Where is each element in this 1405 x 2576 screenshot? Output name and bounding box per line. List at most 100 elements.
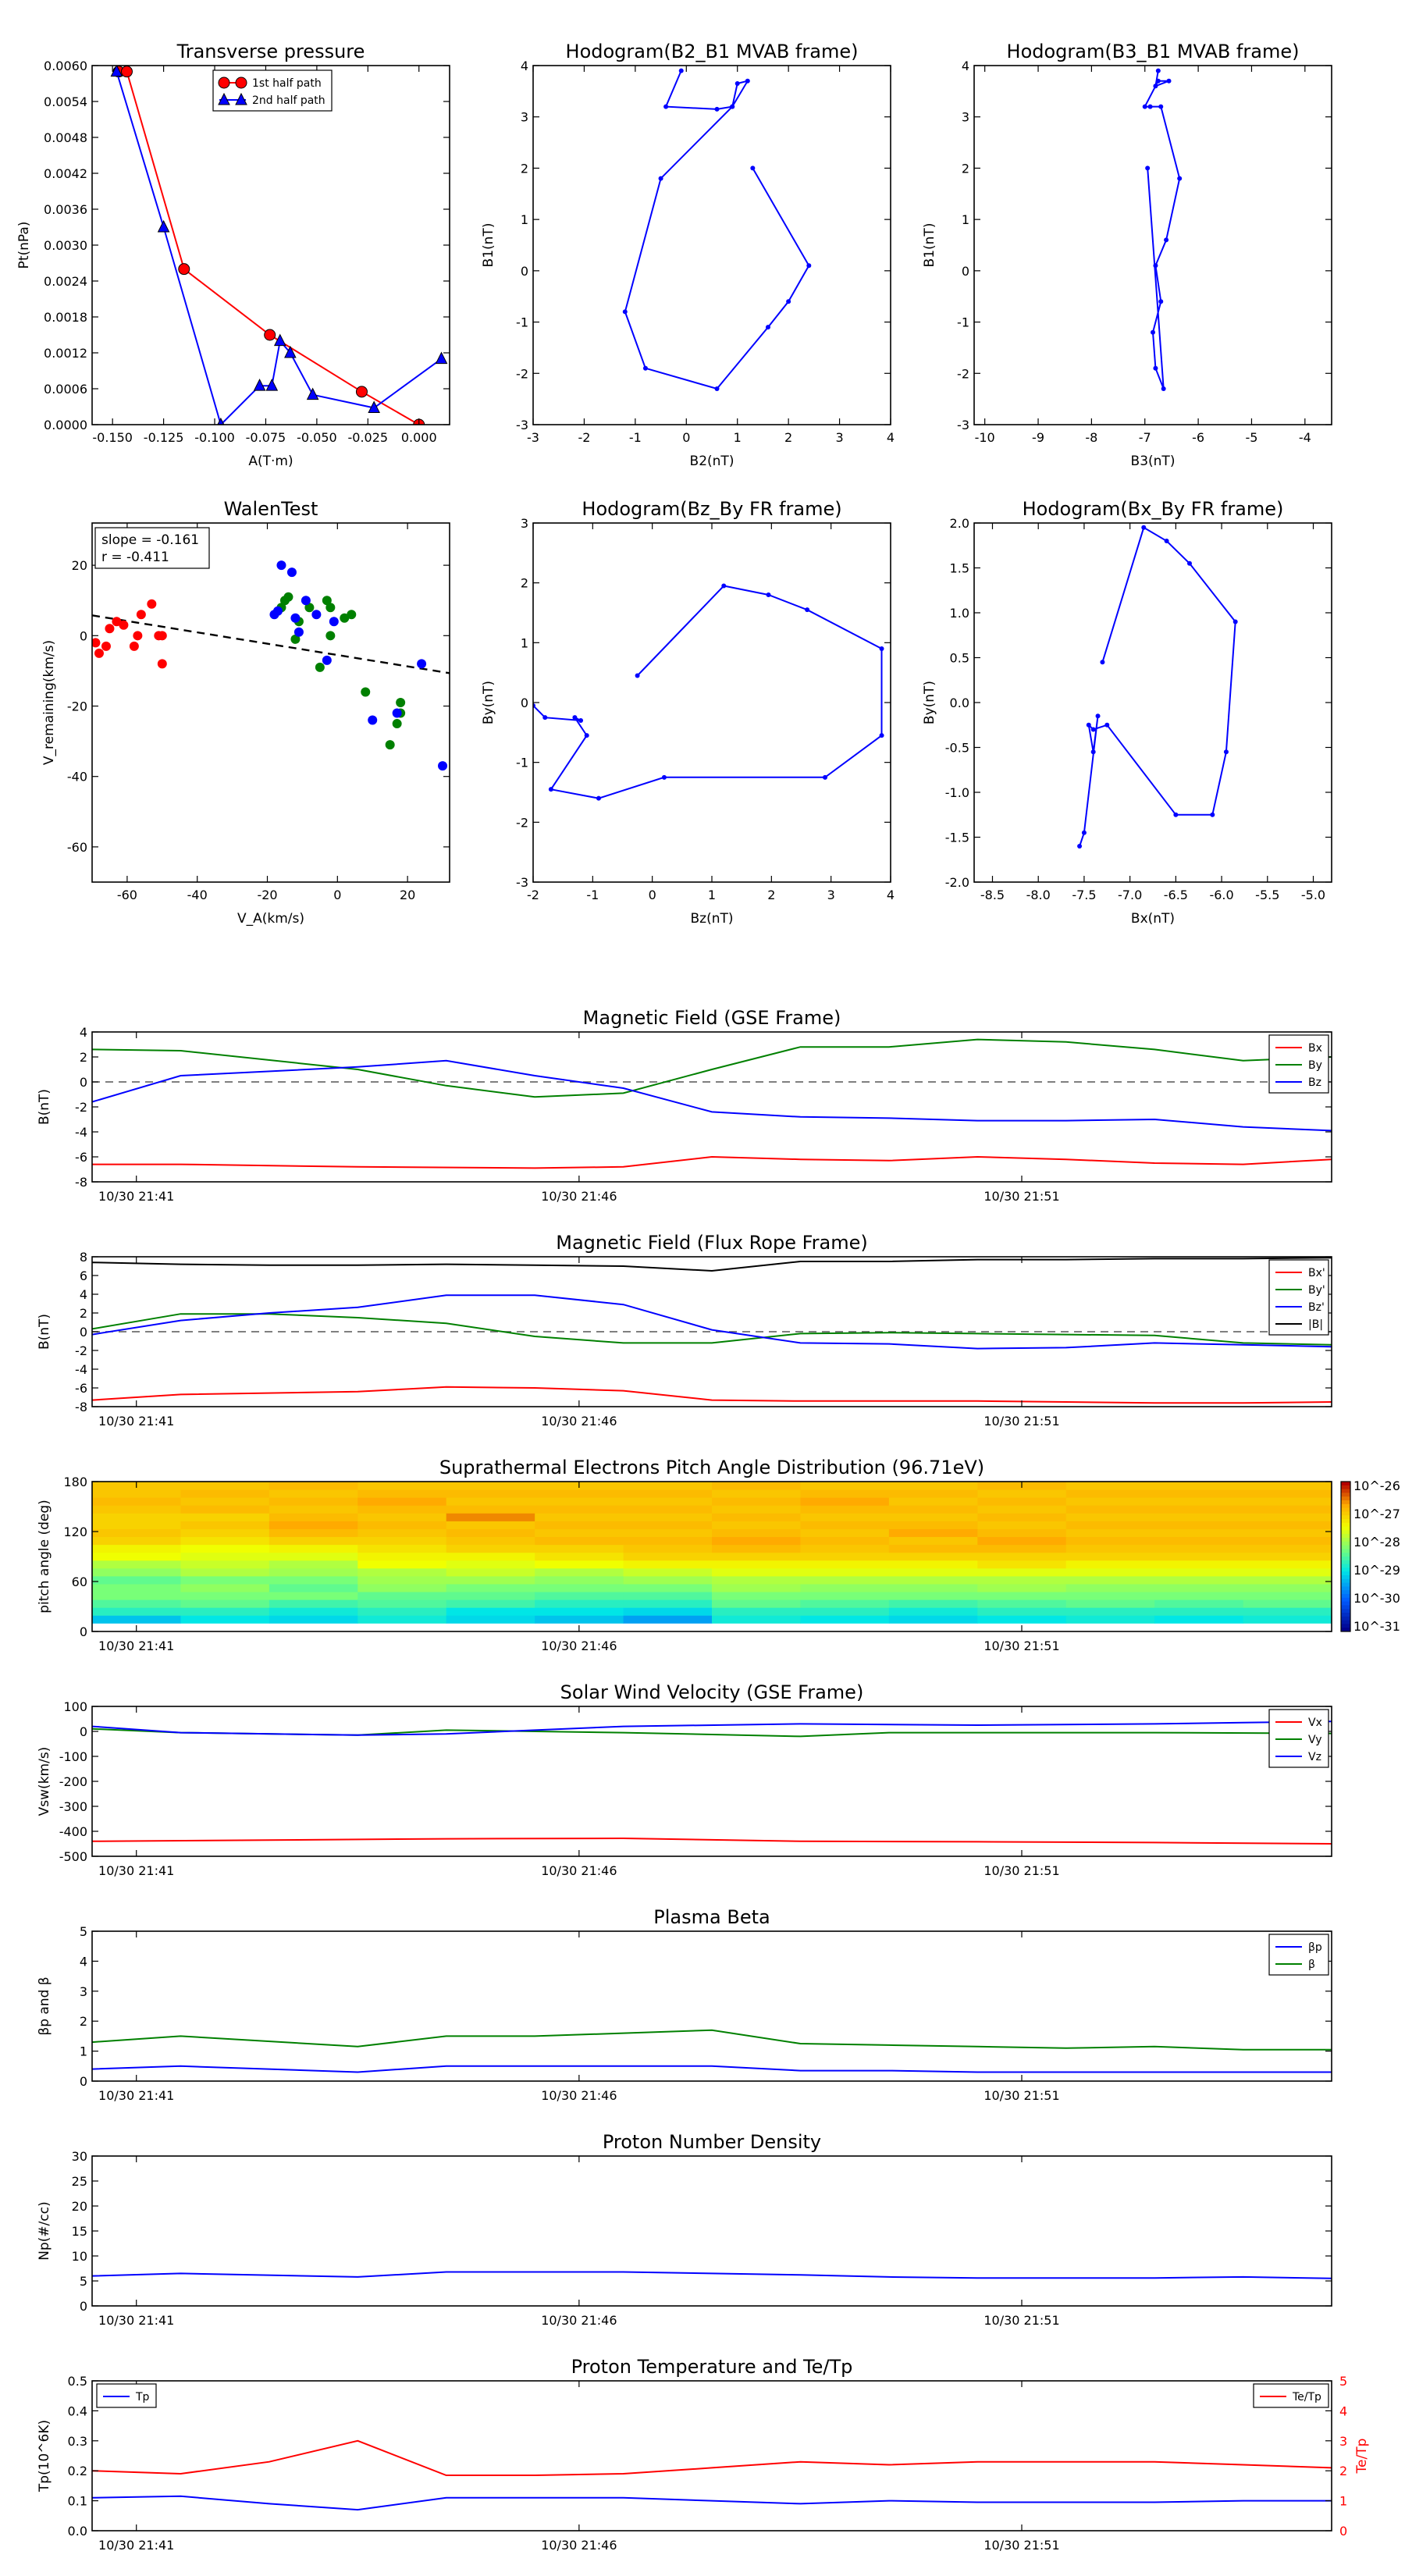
pad-cell — [1065, 1567, 1155, 1577]
pad-cell — [623, 1552, 713, 1561]
hzy-series-0-marker — [879, 646, 884, 651]
hxy-xtick-label: -5.5 — [1255, 888, 1279, 902]
pad-cell — [623, 1536, 713, 1546]
pad-cell — [800, 1489, 890, 1498]
pad-cell — [446, 1607, 535, 1616]
pt-xtick-label: -0.125 — [144, 430, 184, 445]
pad-cell — [1243, 1505, 1332, 1514]
walen-point-0 — [112, 617, 122, 627]
pt-panel: Transverse pressure 0.0000 0.0006 0.0012 0.0… — [16, 41, 450, 469]
pad-cell — [888, 1615, 978, 1624]
pad-cell — [535, 1567, 624, 1577]
pad-cell — [269, 1615, 358, 1624]
pad-cell — [1154, 1567, 1244, 1577]
pad-cell — [888, 1599, 978, 1608]
hzy-series-0-marker — [805, 607, 810, 613]
pad-colorbar-segment — [1341, 1597, 1350, 1603]
pad-cell — [623, 1544, 713, 1553]
h21-series-0-marker — [786, 299, 791, 304]
pad-cell — [357, 1552, 447, 1561]
pad-colorbar-segment — [1341, 1515, 1350, 1520]
pad-cell — [1154, 1489, 1244, 1498]
pad-cell — [357, 1567, 447, 1577]
pad-cell — [800, 1575, 890, 1585]
bfr-plot-area — [92, 1257, 1332, 1404]
h21-xtick-label: -3 — [527, 430, 539, 445]
pad-cell — [535, 1592, 624, 1600]
pt-legend-box — [212, 69, 333, 112]
pad-cell — [1065, 1560, 1155, 1569]
pad-cell — [712, 1489, 801, 1498]
pad-cell — [1243, 1607, 1332, 1616]
pad-colorbar-segment — [1341, 1493, 1350, 1497]
np-ytick-label: 25 — [72, 2174, 87, 2189]
pad-cell — [269, 1536, 358, 1546]
walen-point-2 — [417, 659, 427, 669]
pad-cell — [357, 1513, 447, 1521]
pad-cell — [446, 1513, 535, 1521]
hxy-series-0-marker — [1081, 830, 1087, 835]
bfr-legend-label: By' — [1308, 1284, 1325, 1297]
walen-point-0 — [92, 638, 101, 648]
walen-ytick-label: -60 — [67, 840, 87, 855]
pad-cell — [712, 1560, 801, 1569]
walen-point-0 — [136, 610, 146, 620]
h31-ytick-label: 4 — [962, 59, 969, 73]
pad-cell — [180, 1513, 270, 1521]
hzy-xtick-label: -1 — [586, 888, 599, 902]
pad-colorbar-segment — [1341, 1601, 1350, 1606]
pad-cell — [888, 1560, 978, 1569]
pad-cell — [92, 1505, 181, 1514]
vsw-series-line-1 — [92, 1727, 1332, 1738]
bfr-ytick-label: -4 — [75, 1362, 87, 1377]
pad-colorbar-segment — [1341, 1530, 1350, 1535]
pad-cell — [535, 1599, 624, 1608]
pad-cell — [800, 1482, 890, 1490]
h31-xtick-label: -9 — [1032, 430, 1044, 445]
pad-cell — [269, 1599, 358, 1608]
beta-plot-area — [92, 2029, 1332, 2073]
bgse-xtick-label: 10/30 21:51 — [984, 1189, 1059, 1204]
pad-cell — [1243, 1552, 1332, 1561]
walen-ytick-label: -40 — [67, 770, 87, 785]
tp-ytick-label: 0.4 — [68, 2403, 87, 2418]
bgse-series-line-1 — [92, 1038, 1332, 1098]
walen-point-1 — [290, 634, 301, 644]
walen-point-0 — [119, 620, 129, 630]
tp-right-legend-label: Te/Tp — [1292, 2391, 1321, 2403]
pad-cell — [535, 1505, 624, 1514]
pad-cell — [623, 1497, 713, 1506]
pad-cell — [1243, 1489, 1332, 1498]
pad-cell — [535, 1560, 624, 1569]
vsw-legend-label: Vy — [1308, 1734, 1322, 1746]
pad-cell — [1243, 1583, 1332, 1592]
pad-cell — [712, 1528, 801, 1538]
pt-xlabel: A(T·m) — [248, 454, 293, 469]
walen-ytick-label: 20 — [72, 558, 87, 573]
bfr-ytick-label: 4 — [80, 1287, 87, 1302]
bfr-series-line-2 — [92, 1294, 1332, 1350]
pad-title: Suprathermal Electrons Pitch Angle Distr… — [439, 1457, 984, 1478]
hzy-frame — [532, 522, 891, 883]
pad-cell — [623, 1567, 713, 1577]
pad-cell — [977, 1513, 1067, 1521]
walen-point-0 — [129, 641, 139, 651]
pad-plot-area — [92, 1482, 1332, 1624]
h21-series-0-marker — [678, 68, 684, 73]
pad-colorbar-segment — [1341, 1567, 1350, 1572]
pad-cell — [446, 1544, 535, 1553]
np-ytick-label: 5 — [80, 2274, 87, 2289]
np-title: Proton Number Density — [603, 2131, 821, 2153]
h21-ytick-label: 0 — [521, 264, 528, 279]
bfr-ytick-label: 0 — [80, 1325, 87, 1340]
pad-colorbar-segment — [1341, 1616, 1350, 1621]
pad-colorbar-segment — [1341, 1541, 1350, 1546]
walen-point-1 — [325, 603, 336, 613]
hzy-ytick-label: -3 — [516, 875, 528, 890]
tp-ytick-right-label: 4 — [1339, 2403, 1347, 2418]
h21-xlabel: B2(nT) — [690, 454, 735, 469]
beta-xtick-label: 10/30 21:51 — [984, 2088, 1059, 2103]
tp-ytick-label: 0.0 — [68, 2524, 87, 2539]
pad-cell — [977, 1592, 1067, 1600]
pt-series-1-marker — [306, 387, 319, 400]
